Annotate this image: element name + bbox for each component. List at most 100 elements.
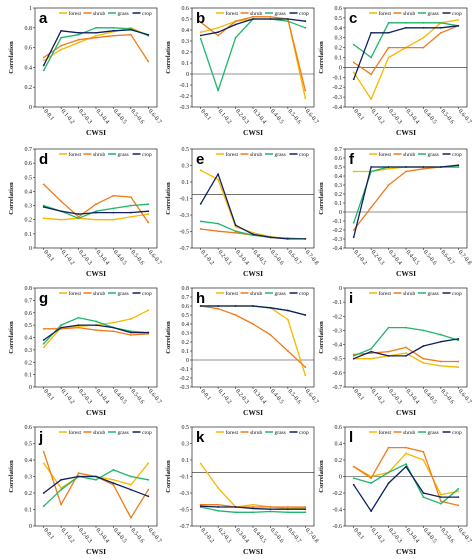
data-point-shrub xyxy=(234,231,237,234)
data-point-crop xyxy=(286,237,289,240)
data-point-crop xyxy=(352,357,355,360)
x-tick-label: 0.2-0.3 xyxy=(217,527,233,544)
data-point-forest xyxy=(112,478,115,481)
data-point-shrub xyxy=(422,167,425,170)
y-tick-label: -0.5 xyxy=(333,357,343,363)
data-point-crop xyxy=(352,236,355,239)
y-tick-label: 0.5 xyxy=(182,425,190,431)
series-line-grass xyxy=(353,463,459,505)
data-point-shrub xyxy=(77,38,80,41)
x-tick-label: 0.1-0.2 xyxy=(370,388,386,405)
x-tick-label: 0.5-0.6 xyxy=(269,249,285,266)
data-point-grass xyxy=(42,69,45,72)
y-tick-label: 0.6 xyxy=(25,46,33,52)
y-tick-label: 0.3 xyxy=(25,204,33,210)
data-point-crop xyxy=(252,233,254,236)
y-tick-label: 0.4 xyxy=(182,322,190,328)
data-point-crop xyxy=(147,495,150,498)
x-tick-label: 0.4-0.5 xyxy=(404,249,420,266)
x-axis-label: CWSI xyxy=(243,269,263,278)
x-tick-label: 0-0.1 xyxy=(42,249,55,262)
data-point-crop xyxy=(217,506,220,508)
x-tick-label: 0.7-0.8 xyxy=(457,249,473,266)
data-point-crop xyxy=(457,24,460,27)
data-point-crop xyxy=(304,20,307,23)
data-point-crop xyxy=(129,331,132,334)
data-point-grass xyxy=(77,217,80,220)
x-tick-label: 0-0.1 xyxy=(42,527,55,540)
data-point-crop xyxy=(147,210,150,213)
data-point-crop xyxy=(370,350,373,353)
data-point-crop xyxy=(234,224,237,227)
data-point-crop xyxy=(387,31,390,34)
data-point-shrub xyxy=(60,44,63,47)
data-point-crop xyxy=(147,331,150,334)
legend-label-crop: crop xyxy=(452,291,462,297)
y-tick-label: -0.2 xyxy=(180,94,190,100)
y-tick-label: 0.8 xyxy=(25,26,33,32)
x-tick-label: 0.4-0.5 xyxy=(112,527,128,544)
data-point-forest xyxy=(199,462,202,465)
data-point-crop xyxy=(269,508,272,511)
legend-label-shrub: shrub xyxy=(93,152,105,158)
data-point-grass xyxy=(286,511,289,514)
y-tick-label: -0.5 xyxy=(180,230,190,236)
x-tick-label: 0.2-0.3 xyxy=(387,388,403,405)
x-tick-label: 0.5-0.6 xyxy=(439,527,455,544)
data-point-grass xyxy=(60,488,63,491)
series-line-crop xyxy=(353,465,459,512)
data-point-shrub xyxy=(387,350,390,353)
x-tick-label: 0.4-0.5 xyxy=(112,108,128,125)
y-tick-label: 0.3 xyxy=(25,475,33,481)
x-tick-label: 0.4-0.5 xyxy=(422,527,438,544)
x-tick-label: 0.3-0.4 xyxy=(94,108,110,125)
y-tick-label: -0.1 xyxy=(180,83,190,89)
x-tick-label: 0.4-0.5 xyxy=(269,388,285,405)
data-point-forest xyxy=(352,170,355,173)
y-tick-label: 0.2 xyxy=(25,491,33,497)
data-point-crop xyxy=(304,314,307,316)
legend-label-grass: grass xyxy=(118,291,129,297)
data-point-shrub xyxy=(387,46,390,49)
legend-label-crop: crop xyxy=(299,430,309,436)
data-point-grass xyxy=(199,37,202,40)
x-tick-label: 0.6-0.7 xyxy=(304,108,320,125)
data-point-crop xyxy=(405,465,407,468)
data-point-forest xyxy=(405,452,407,455)
data-point-shrub xyxy=(352,61,355,64)
data-point-grass xyxy=(217,509,220,512)
y-tick-label: 0.4 xyxy=(335,174,343,180)
data-point-grass xyxy=(269,510,272,513)
data-point-forest xyxy=(439,364,442,367)
y-tick-label: 0 xyxy=(29,105,32,111)
data-point-shrub xyxy=(42,56,45,59)
data-point-grass xyxy=(112,469,115,471)
data-point-crop xyxy=(234,506,237,508)
legend-label-crop: crop xyxy=(452,152,462,158)
data-point-crop xyxy=(147,33,150,36)
y-tick-label: 0.4 xyxy=(25,336,33,342)
legend-label-forest: forest xyxy=(379,151,392,158)
data-point-shrub xyxy=(77,472,80,475)
y-tick-label: -0.1 xyxy=(333,219,343,225)
data-point-grass xyxy=(95,320,97,323)
data-point-forest xyxy=(147,309,150,312)
y-tick-label: -0.2 xyxy=(180,376,190,382)
data-point-forest xyxy=(252,503,254,506)
data-point-grass xyxy=(252,511,254,514)
x-axis-label: CWSI xyxy=(86,547,106,556)
x-tick-label: 0.2-0.3 xyxy=(387,527,403,544)
data-point-shrub xyxy=(439,500,442,503)
series-line-crop xyxy=(353,25,459,80)
data-point-crop xyxy=(42,206,45,208)
x-tick-label: 0.3-0.4 xyxy=(387,249,403,266)
data-point-grass xyxy=(199,220,202,223)
data-point-shrub xyxy=(370,352,373,354)
data-point-shrub xyxy=(405,46,407,49)
data-point-grass xyxy=(439,502,442,505)
x-tick-label: 0.3-0.4 xyxy=(404,527,420,544)
x-tick-label: 0.3-0.4 xyxy=(94,249,110,266)
series-line-grass xyxy=(200,220,306,240)
data-point-forest xyxy=(199,169,202,172)
x-tick-label: 0.2-0.3 xyxy=(234,108,250,125)
